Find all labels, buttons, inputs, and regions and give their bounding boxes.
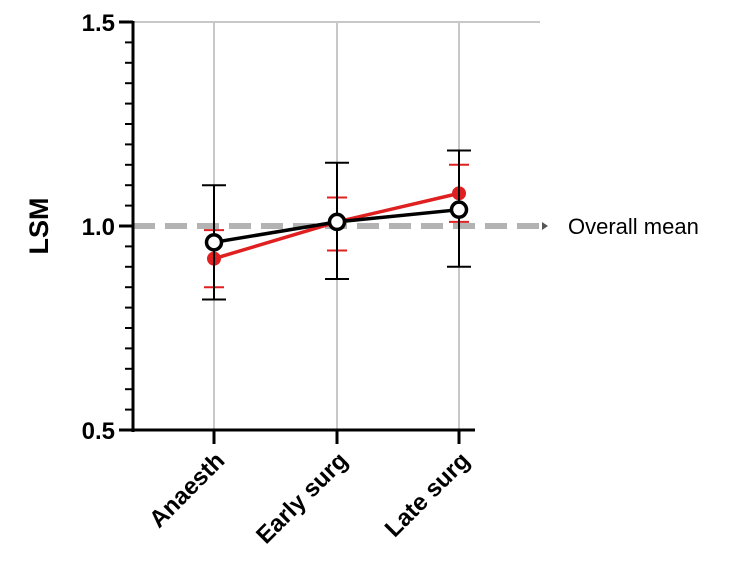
- series-group: [202, 149, 471, 301]
- x-axis: Anaesth Early surg Late surg: [132, 428, 475, 549]
- data-point: [327, 212, 347, 232]
- series-2: [202, 149, 471, 301]
- data-point: [449, 200, 469, 219]
- data-point: [204, 233, 224, 252]
- x-tick-label: Anaesth: [144, 447, 230, 533]
- y-tick-label: 1.0: [82, 214, 115, 241]
- x-tick-label: Late surg: [380, 447, 475, 542]
- overall-mean-arrow-icon: [542, 222, 548, 230]
- reference-line-label: Overall mean: [568, 214, 699, 239]
- y-axis-title: LSM: [24, 198, 54, 255]
- y-axis: 0.5 1.0 1.5: [82, 10, 135, 445]
- x-tick-label: Early surg: [251, 447, 353, 549]
- y-tick-label: 1.5: [82, 10, 115, 37]
- y-tick-label: 0.5: [82, 418, 115, 445]
